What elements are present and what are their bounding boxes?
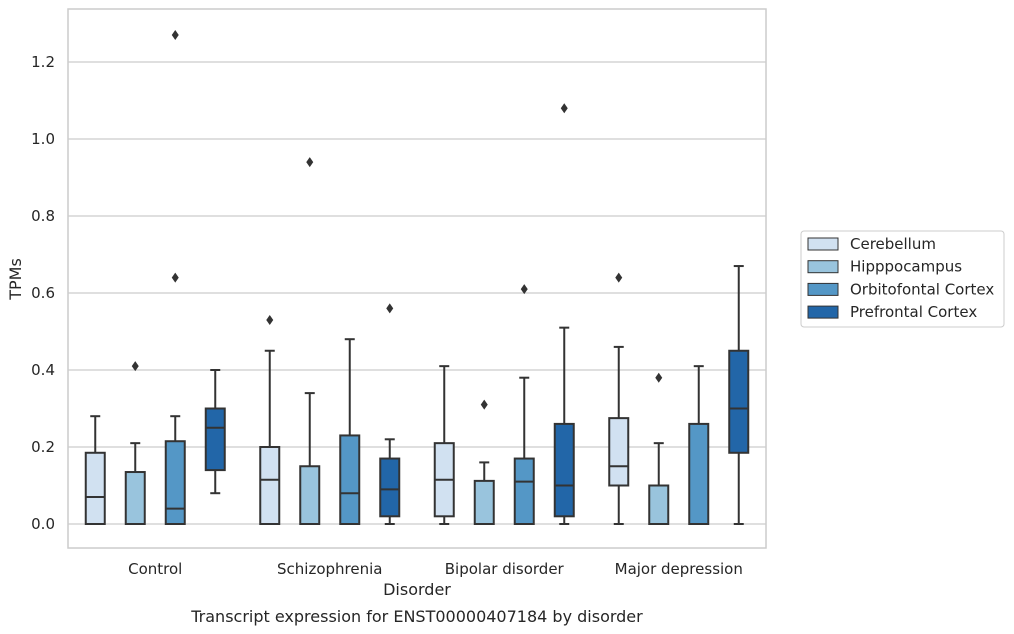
outlier-point <box>131 361 139 372</box>
y-tick-label: 0.6 <box>31 284 55 302</box>
outlier-point <box>171 272 179 283</box>
box-plot <box>339 338 361 526</box>
box <box>204 407 226 472</box>
box <box>84 451 106 525</box>
box-plot <box>513 284 535 525</box>
box-plot <box>553 103 575 525</box>
legend-swatch <box>807 282 839 296</box>
outlier-point <box>560 103 568 114</box>
legend-swatch <box>807 305 839 319</box>
y-tick-label: 0.2 <box>31 438 55 456</box>
box <box>124 471 146 525</box>
box <box>648 484 670 525</box>
chart-caption: Transcript expression for ENST0000040718… <box>190 607 643 626</box>
x-tick-label: Control <box>128 560 182 578</box>
legend-swatch <box>807 260 839 274</box>
legend-label: Hipppocampus <box>850 258 962 276</box>
y-tick-label: 0.8 <box>31 207 55 225</box>
outlier-point <box>386 303 394 314</box>
x-tick-label: Major depression <box>615 560 743 578</box>
box-plot <box>648 372 670 525</box>
box <box>259 446 281 525</box>
x-tick-label: Bipolar disorder <box>445 560 565 578</box>
box-plot <box>688 365 710 525</box>
legend-label: Cerebellum <box>850 235 936 253</box>
box-plot <box>84 415 106 525</box>
box-plot <box>124 361 146 525</box>
box-plot <box>164 30 186 526</box>
y-axis-label: TPMs <box>6 258 25 301</box>
outlier-point <box>615 272 623 283</box>
legend-label: Prefrontal Cortex <box>850 303 977 321</box>
legend-frame <box>800 230 1005 328</box>
box-plot <box>259 314 281 525</box>
box-plot <box>299 157 321 525</box>
y-tick-label: 1.2 <box>31 53 55 71</box>
outlier-point <box>306 157 314 168</box>
legend: Cerebellum Hipppocampus Orbitofontal Corte… <box>800 230 1005 328</box>
legend-label: Orbitofontal Cortex <box>850 280 994 298</box>
y-tick-label: 0.4 <box>31 361 55 379</box>
box <box>473 479 495 526</box>
legend-swatch <box>807 237 839 251</box>
box-plot <box>608 272 630 525</box>
box-plots <box>84 30 750 526</box>
box <box>553 422 575 518</box>
outlier-point <box>520 284 528 295</box>
y-tick-label: 0.0 <box>31 515 55 533</box>
box <box>688 422 710 525</box>
box <box>608 417 630 487</box>
box-plot <box>728 265 750 525</box>
box-plot <box>204 369 226 495</box>
box <box>728 349 750 454</box>
x-tick-label: Schizophrenia <box>277 560 382 578</box>
y-tick-label: 1.0 <box>31 130 55 148</box>
x-axis-label: Disorder <box>383 580 451 599</box>
box-plot <box>379 303 401 525</box>
box <box>164 440 186 526</box>
outlier-point <box>655 372 663 383</box>
box <box>339 434 361 526</box>
box-plot <box>473 399 495 526</box>
box-plot <box>433 365 455 525</box>
plot-area-frame <box>67 8 767 549</box>
x-axis-ticks: Control Schizophrenia Bipolar disorder Majo… <box>128 560 743 578</box>
box <box>513 457 535 525</box>
outlier-point <box>480 399 488 410</box>
outlier-point <box>266 314 274 325</box>
box <box>379 457 401 518</box>
y-axis-ticks: 0.0 0.2 0.4 0.6 0.8 1.0 1.2 <box>31 53 55 533</box>
box <box>299 465 321 525</box>
outlier-point <box>171 30 179 41</box>
